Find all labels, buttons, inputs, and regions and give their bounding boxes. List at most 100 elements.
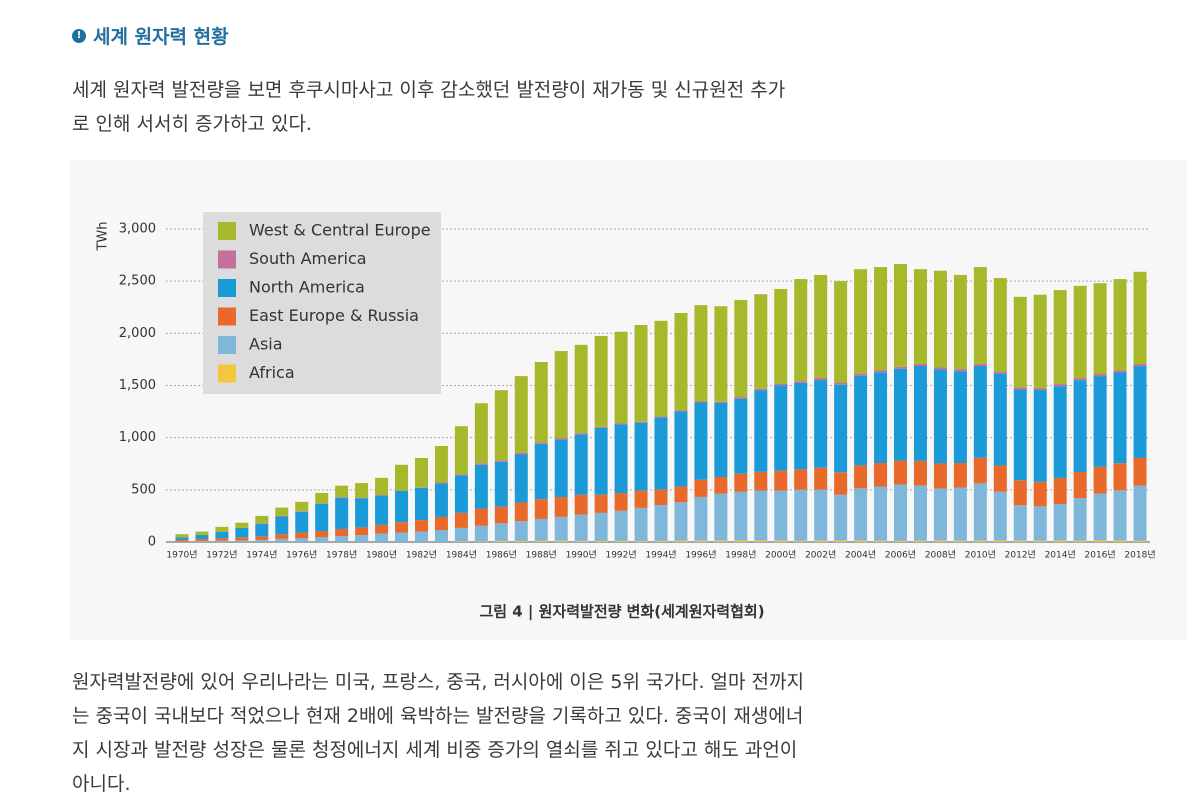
- bar-segment: [514, 376, 528, 453]
- x-tick-label: 1988년: [526, 550, 557, 561]
- bar-segment: [913, 365, 927, 461]
- bar-segment: [1053, 290, 1067, 385]
- bar-segment: [634, 421, 648, 423]
- bar-segment: [175, 541, 189, 542]
- bar-segment: [1113, 370, 1127, 373]
- bar-segment: [474, 403, 488, 464]
- bar-segment: [554, 497, 568, 517]
- bar-segment: [1113, 540, 1127, 542]
- bar-segment: [1053, 386, 1067, 478]
- bar-segment: [395, 490, 409, 523]
- bar-segment: [734, 299, 748, 398]
- paragraph: 원자력발전량에 있어 우리나라는 미국, 프랑스, 중국, 러시아에 이은 5위…: [72, 665, 804, 801]
- bar-segment: [854, 488, 868, 541]
- bar-segment: [634, 422, 648, 491]
- bar-segment: [1073, 498, 1087, 541]
- bar-segment: [295, 511, 309, 512]
- bar-segment: [614, 423, 628, 425]
- legend-label: North America: [249, 278, 365, 297]
- bar-segment: [894, 366, 908, 369]
- bar-segment: [894, 484, 908, 541]
- bar-segment: [614, 510, 628, 542]
- bar-segment: [754, 388, 768, 391]
- text-line: 로 인해 서서히 증가하고 있다.: [72, 113, 312, 135]
- bar-segment: [574, 494, 588, 515]
- bar-segment: [534, 443, 548, 500]
- bar-segment: [794, 381, 808, 383]
- bar-segment: [894, 263, 908, 367]
- paragraph: 세계 원자력 발전량을 보면 후쿠시마사고 이후 감소했던 발전량이 재가동 및…: [72, 73, 785, 141]
- x-tick-label: 1970년: [166, 550, 197, 561]
- bar-segment: [1033, 540, 1047, 542]
- text-line: 는 중국이 국내보다 적었으나 현재 2배에 육박하는 발전량을 기록하고 있다…: [72, 705, 804, 727]
- bar-segment: [195, 541, 209, 542]
- bar-segment: [474, 508, 488, 526]
- bar-segment: [414, 520, 428, 532]
- bar-segment: [933, 367, 947, 370]
- bar-segment: [395, 464, 409, 491]
- bar-segment: [275, 516, 289, 535]
- bar-segment: [574, 433, 588, 435]
- bar-segment: [874, 540, 888, 542]
- bar-segment: [574, 541, 588, 542]
- bar-segment: [614, 493, 628, 511]
- legend-swatch: [218, 364, 236, 383]
- bar-segment: [434, 530, 448, 542]
- y-tick-label: 1,000: [119, 430, 156, 445]
- bar-segment: [734, 540, 748, 542]
- bar-segment: [933, 540, 947, 542]
- bar-segment: [834, 472, 848, 495]
- bar-segment: [255, 523, 269, 537]
- bar-segment: [434, 482, 448, 484]
- bar-segment: [395, 522, 409, 533]
- text-line: 원자력발전량에 있어 우리나라는 미국, 프랑스, 중국, 러시아에 이은 5위…: [72, 671, 804, 693]
- bar-segment: [953, 369, 967, 372]
- bar-segment: [694, 402, 708, 480]
- bar-segment: [694, 401, 708, 403]
- bar-segment: [375, 495, 389, 525]
- bar-segment: [355, 497, 369, 499]
- bar-segment: [514, 502, 528, 522]
- figure-caption: 그림 4 | 원자력발전량 변화(세계원자력협회): [479, 603, 764, 622]
- bar-segment: [874, 463, 888, 487]
- bar-segment: [854, 540, 868, 542]
- bar-segment: [235, 540, 249, 542]
- bar-segment: [1013, 296, 1027, 388]
- bar-segment: [215, 531, 229, 539]
- x-tick-label: 2000년: [765, 550, 796, 561]
- bar-segment: [1093, 540, 1107, 542]
- x-tick-label: 2018년: [1124, 550, 1155, 561]
- bar-segment: [275, 538, 289, 542]
- x-tick-label: 1978년: [326, 550, 357, 561]
- bar-segment: [395, 490, 409, 491]
- bar-segment: [275, 507, 289, 516]
- bar-segment: [854, 269, 868, 374]
- bar-segment: [275, 515, 289, 517]
- bar-segment: [814, 274, 828, 378]
- bar-segment: [375, 524, 389, 534]
- bar-segment: [794, 489, 808, 541]
- bar-segment: [894, 368, 908, 461]
- bar-segment: [714, 477, 728, 494]
- bar-segment: [1013, 540, 1027, 542]
- bar-segment: [674, 540, 688, 542]
- bar-segment: [734, 397, 748, 399]
- bar-segment: [175, 537, 189, 540]
- bar-segment: [295, 538, 309, 542]
- bar-segment: [814, 377, 828, 381]
- bar-segment: [1133, 485, 1147, 541]
- bar-segment: [834, 494, 848, 541]
- bar-segment: [834, 384, 848, 473]
- bar-segment: [634, 324, 648, 422]
- bar-segment: [754, 490, 768, 541]
- bar-segment: [973, 363, 987, 366]
- bar-segment: [414, 487, 428, 488]
- bar-segment: [514, 452, 528, 455]
- bar-segment: [554, 516, 568, 541]
- bar-segment: [694, 540, 708, 542]
- bar-segment: [375, 477, 389, 496]
- bar-segment: [414, 487, 428, 521]
- heading-text: 세계 원자력 현황: [93, 26, 229, 48]
- bar-segment: [175, 534, 189, 538]
- legend-label: Asia: [249, 335, 283, 354]
